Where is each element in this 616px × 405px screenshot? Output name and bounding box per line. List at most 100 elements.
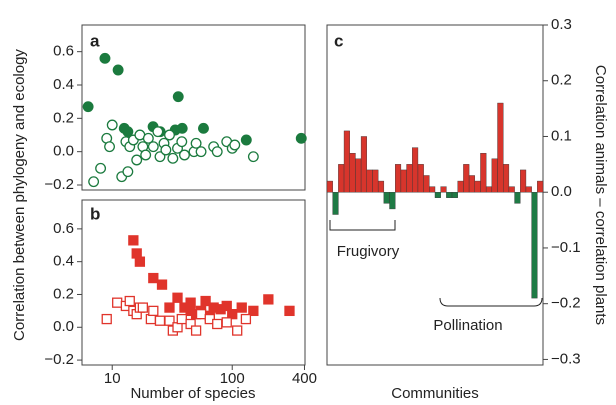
- point: [185, 297, 196, 308]
- panel-b-frame: [81, 199, 306, 366]
- point: [229, 139, 241, 151]
- x-tick-label: 400: [292, 370, 317, 387]
- point: [122, 126, 134, 138]
- bar: [400, 169, 407, 193]
- point: [101, 313, 112, 325]
- bar: [338, 164, 345, 193]
- bar: [434, 192, 441, 198]
- point: [99, 52, 111, 64]
- bar: [537, 180, 544, 193]
- bar: [406, 164, 413, 193]
- point: [82, 101, 94, 113]
- y-tick-label: 0.3: [551, 16, 572, 33]
- point: [122, 166, 134, 178]
- bar: [463, 164, 470, 193]
- bar: [326, 180, 333, 193]
- bar: [360, 136, 367, 193]
- point: [134, 256, 146, 267]
- y-axis-label: Correlation animals – correlation plants: [592, 65, 609, 325]
- point: [147, 141, 159, 153]
- bar: [508, 186, 515, 193]
- point: [179, 149, 190, 161]
- panel-a-frame: [81, 24, 306, 191]
- point: [185, 318, 196, 330]
- y-tick-label: −0.2: [44, 351, 74, 368]
- bar: [520, 169, 527, 193]
- point: [221, 317, 232, 328]
- bar: [332, 192, 339, 215]
- point: [137, 302, 149, 313]
- y-tick-label: 0.0: [53, 318, 74, 335]
- point: [148, 305, 159, 317]
- bar: [531, 192, 538, 299]
- annotation: Frugivory: [337, 243, 400, 260]
- point: [247, 151, 259, 163]
- point: [167, 152, 179, 164]
- point: [154, 151, 166, 163]
- point: [195, 146, 207, 158]
- bar: [485, 186, 493, 193]
- bar: [412, 147, 419, 193]
- point: [221, 300, 232, 312]
- point: [112, 64, 124, 76]
- point: [211, 146, 223, 158]
- bar: [480, 152, 487, 193]
- x-tick-label: 10: [104, 370, 121, 387]
- point: [140, 149, 152, 161]
- bar: [514, 192, 521, 204]
- bar: [503, 164, 510, 193]
- bar: [355, 158, 362, 193]
- point: [112, 297, 123, 308]
- point: [195, 309, 207, 320]
- x-tick-label: 100: [220, 370, 245, 387]
- point: [88, 176, 100, 188]
- point: [190, 137, 202, 149]
- panel-c-frame: [326, 24, 544, 366]
- y-tick-label: 0.4: [53, 76, 74, 93]
- point: [190, 325, 202, 336]
- bracket: [329, 220, 396, 231]
- x-axis-label: Communities: [391, 385, 479, 402]
- point: [232, 325, 243, 336]
- y-tick-label: −0.2: [44, 176, 74, 193]
- point: [156, 279, 168, 290]
- point: [172, 292, 183, 303]
- point: [263, 294, 274, 305]
- bar: [423, 175, 430, 193]
- x-axis-label: Number of species: [130, 385, 255, 402]
- point: [172, 91, 184, 103]
- point: [152, 126, 164, 138]
- y-tick-label: 0.0: [53, 143, 74, 160]
- bar: [349, 152, 356, 193]
- y-tick-label: −0.1: [551, 239, 581, 256]
- y-tick-label: −0.3: [551, 350, 581, 367]
- bar: [446, 192, 453, 198]
- point: [106, 119, 118, 131]
- bar: [440, 186, 447, 193]
- point: [104, 141, 115, 153]
- point: [95, 162, 107, 174]
- point: [198, 122, 209, 134]
- point: [164, 129, 175, 141]
- point: [128, 235, 139, 246]
- point: [164, 302, 175, 313]
- y-tick-label: 0.2: [53, 285, 74, 302]
- point: [248, 305, 259, 317]
- bar: [343, 130, 350, 193]
- point: [148, 272, 159, 284]
- point: [164, 315, 175, 326]
- bar: [395, 164, 402, 193]
- point: [160, 144, 172, 156]
- y-axis-label: Correlation between phylogeny and ecolog…: [11, 49, 28, 341]
- point: [295, 132, 307, 144]
- point: [240, 313, 252, 325]
- point: [284, 305, 295, 317]
- annotation: Pollination: [433, 317, 502, 334]
- bar: [474, 180, 481, 193]
- panel-label: a: [90, 31, 100, 50]
- bar: [491, 158, 498, 193]
- y-tick-label: 0.4: [53, 253, 74, 270]
- point: [176, 122, 188, 134]
- point: [236, 302, 247, 313]
